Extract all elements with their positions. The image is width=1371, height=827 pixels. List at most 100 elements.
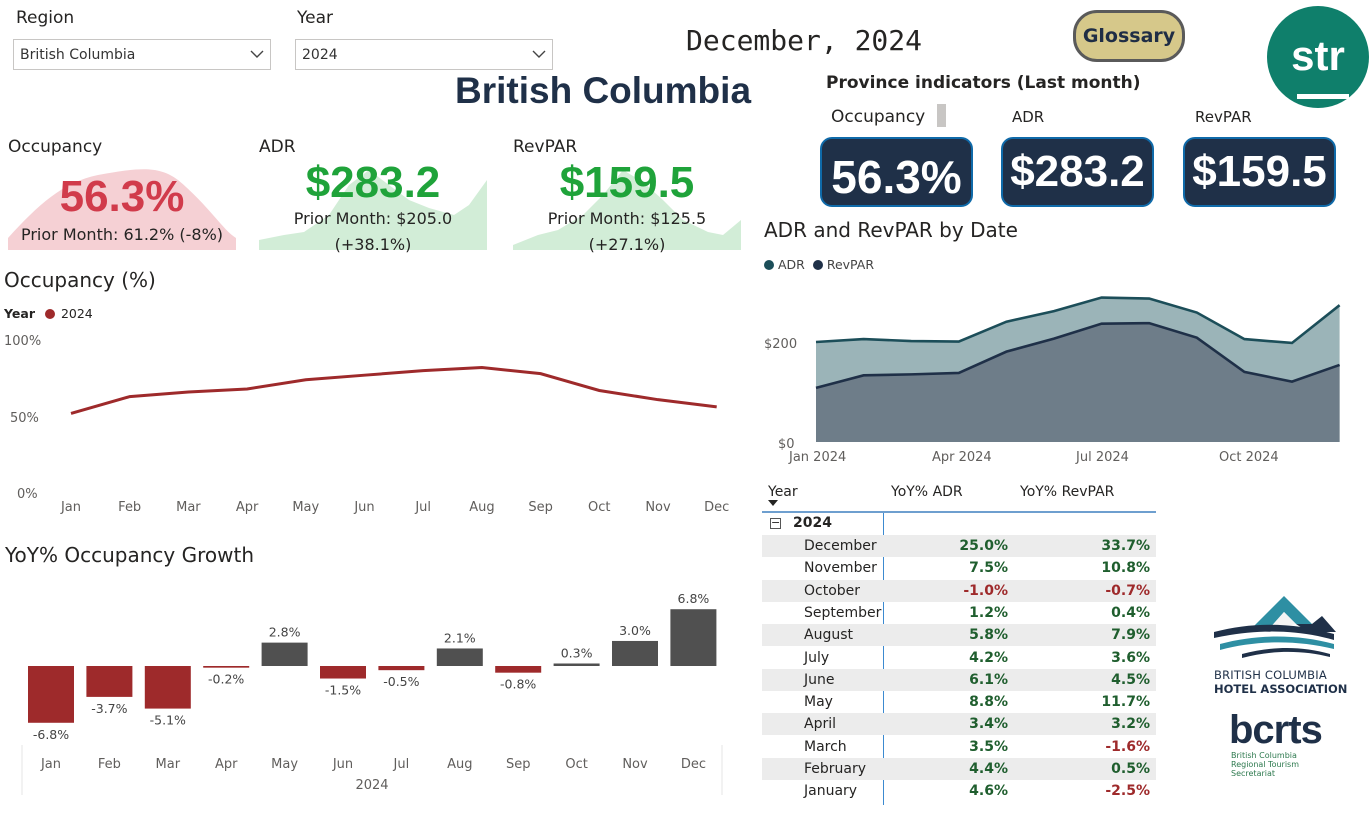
table-header-divider	[762, 511, 1156, 513]
yoy-bar[interactable]	[670, 609, 717, 666]
table-header-adr[interactable]: YoY% ADR	[891, 484, 963, 500]
occupancy-point[interactable]	[655, 397, 661, 403]
province-title: Province indicators (Last month)	[826, 73, 1141, 93]
adr-cell: 3.4%	[969, 716, 1008, 733]
scrollbar-thumb[interactable]	[937, 104, 946, 127]
y-tick-label: 50%	[10, 411, 39, 426]
bcrts-sub-line: Regional Tourism	[1231, 760, 1300, 769]
occupancy-point[interactable]	[68, 410, 74, 416]
year-dropdown[interactable]: 2024	[295, 39, 553, 70]
sort-desc-icon[interactable]	[768, 500, 778, 507]
occupancy-point[interactable]	[714, 404, 720, 410]
yoy-bar[interactable]	[86, 666, 133, 697]
occupancy-line	[70, 366, 717, 415]
table-header-revpar[interactable]: YoY% RevPAR	[1020, 484, 1115, 500]
occupancy-point[interactable]	[362, 372, 368, 378]
table-row[interactable]: December 25.0% 33.7%	[762, 535, 1156, 557]
yoy-bar[interactable]	[261, 642, 308, 666]
occupancy-point[interactable]	[185, 389, 191, 395]
table-row[interactable]: September 1.2% 0.4%	[762, 602, 1156, 624]
month-cell: October	[804, 582, 861, 599]
table-row[interactable]: August 5.8% 7.9%	[762, 624, 1156, 647]
adr-cell: 6.1%	[969, 671, 1008, 688]
table-row[interactable]: November 7.5% 10.8%	[762, 557, 1156, 579]
occupancy-line-chart: 100% 50% 0% Jan Feb Mar Apr May Jun Jul Aug Sep O…	[4, 334, 729, 515]
table-row[interactable]: March 3.5% -1.6%	[762, 736, 1156, 758]
table-header-year[interactable]: Year	[768, 484, 798, 500]
x-tick-label: Dec	[704, 500, 729, 515]
province-adr-label: ADR	[1012, 108, 1045, 126]
yoy-data-label: -0.5%	[383, 674, 419, 689]
occupancy-point[interactable]	[127, 394, 133, 400]
x-tick-label: May	[271, 757, 298, 772]
table-year-group[interactable]: 2024	[793, 515, 832, 531]
month-cell: March	[804, 738, 847, 755]
yoy-bar[interactable]	[378, 666, 425, 671]
collapse-icon[interactable]: −	[770, 516, 781, 529]
region-dropdown[interactable]: British Columbia	[13, 39, 271, 70]
y-tick-label: 100%	[4, 334, 41, 349]
x-tick-label: Apr	[236, 500, 259, 515]
province-adr-card: $283.2	[1001, 137, 1154, 207]
table-row[interactable]: June 6.1% 4.5%	[762, 668, 1156, 691]
x-tick-label: Mar	[176, 500, 201, 515]
occupancy-point[interactable]	[479, 365, 485, 371]
y-tick-label: 0%	[17, 487, 38, 502]
month-cell: May	[804, 694, 833, 711]
yoy-bar[interactable]	[144, 666, 191, 709]
occupancy-point[interactable]	[303, 377, 309, 383]
yoy-bar[interactable]	[612, 640, 658, 666]
page-title: British Columbia	[455, 70, 752, 111]
occupancy-kpi-value: 56.3%	[59, 172, 185, 221]
revpar-kpi-value: $159.5	[559, 158, 695, 207]
x-axis-title: 2024	[355, 778, 388, 793]
revpar-line	[815, 321, 1341, 390]
yoy-bar[interactable]	[28, 666, 74, 723]
table-row[interactable]: July 4.2% 3.6%	[762, 647, 1156, 669]
x-tick-label: Aug	[469, 500, 494, 515]
adr-chart-title: ADR and RevPAR by Date	[764, 218, 1018, 242]
table-row[interactable]: May 8.8% 11.7%	[762, 691, 1156, 713]
yoy-bar[interactable]	[436, 648, 483, 666]
table-row[interactable]: October -1.0% -0.7%	[762, 579, 1156, 602]
occupancy-point[interactable]	[420, 368, 426, 374]
glossary-button[interactable]: Glossary	[1073, 10, 1185, 62]
month-cell: February	[804, 761, 867, 777]
year-label: Year	[297, 8, 333, 28]
yoy-bar[interactable]	[495, 666, 542, 673]
bcrts-logo: bcrts	[1229, 708, 1323, 752]
adr-cell: 4.4%	[969, 761, 1008, 777]
occupancy-point[interactable]	[538, 371, 544, 377]
revpar-kpi-change: (+27.1%)	[588, 235, 666, 254]
yoy-data-label: -1.5%	[325, 683, 361, 698]
yoy-data-label: -0.8%	[500, 677, 536, 692]
adr-sparkline	[259, 170, 487, 250]
legend-item-2024[interactable]: 2024	[60, 306, 93, 321]
yoy-bar[interactable]	[203, 666, 250, 668]
occupancy-kpi-prior: Prior Month: 61.2% (-8%)	[20, 225, 224, 244]
x-tick-label: Jan 2024	[788, 450, 846, 465]
revpar-cell: -1.6%	[1105, 738, 1150, 755]
adr-cell: 7.5%	[969, 560, 1008, 577]
x-tick-label: Feb	[118, 500, 141, 515]
bcrts-logo-sub: British Columbia Regional Tourism Secret…	[1231, 751, 1299, 778]
yoy-data-label: 2.1%	[444, 630, 476, 645]
yoy-bar[interactable]	[553, 663, 600, 666]
str-logo-text: str	[1291, 32, 1345, 79]
revpar-cell: 33.7%	[1101, 538, 1150, 554]
occupancy-point[interactable]	[244, 386, 250, 392]
x-tick-label: Dec	[681, 757, 706, 772]
legend-item-adr[interactable]: ADR	[777, 257, 805, 272]
adr-cell: 4.2%	[969, 649, 1008, 666]
yoy-data-label: 3.0%	[619, 623, 651, 638]
revpar-cell: 7.9%	[1111, 627, 1150, 644]
province-revpar-label: RevPAR	[1195, 108, 1252, 126]
str-logo: str	[1267, 6, 1369, 108]
table-row[interactable]: January 4.6% -2.5%	[762, 780, 1156, 802]
yoy-bar[interactable]	[320, 666, 366, 679]
legend-item-revpar[interactable]: RevPAR	[826, 257, 875, 272]
table-row[interactable]: April 3.4% 3.2%	[762, 713, 1156, 736]
table-row[interactable]: February 4.4% 0.5%	[762, 758, 1156, 780]
y-tick-label: $200	[764, 337, 797, 352]
occupancy-point[interactable]	[596, 387, 602, 393]
